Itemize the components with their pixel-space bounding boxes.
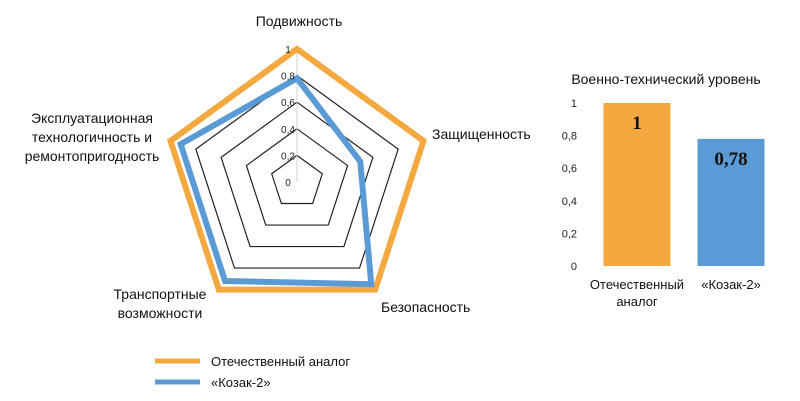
radar-axis-label: Эксплуатационная технологичность и ремонто… (25, 110, 160, 164)
bar-tick-label: 0 (571, 261, 577, 273)
radar-axis-label-line: Безопасность (381, 299, 470, 315)
radar-axis-label: Безопасность (381, 299, 470, 315)
radar-axis-label: Транспортные возможности (114, 286, 207, 321)
bar-value-analog: 1 (632, 113, 642, 134)
radar-tick-label: 0,8 (281, 72, 295, 83)
radar-axis-label: Защищенность (432, 126, 531, 142)
radar-tick-label: 0,6 (281, 98, 295, 109)
bar-tick-label: 1 (571, 98, 577, 110)
radar-tick-label: 1 (285, 45, 291, 56)
bar-category-line: Отечественный (590, 277, 684, 292)
radar-grid-ring (195, 74, 399, 269)
bar-category-analog: Отечественный аналог (590, 277, 684, 309)
radar-tick-label: 0,4 (281, 125, 295, 136)
radar-tick-label: 0,2 (281, 151, 295, 162)
bar-tick-label: 0,6 (562, 163, 577, 175)
radar-legend: Отечественный аналог «Козак-2» (155, 354, 350, 390)
radar-axis-label-line: ремонтопригодность (25, 148, 160, 164)
radar-axis-label-line: возможности (118, 305, 203, 321)
radar-axis-label-line: Транспортные (114, 286, 207, 302)
radar-chart: 0 0,2 0,4 0,6 0,8 1 Подвижность Защищенность Без… (25, 13, 531, 321)
legend-label-kozak: «Козак-2» (211, 375, 271, 390)
radar-series-analog (166, 45, 428, 293)
radar-axis-label-line: Защищенность (432, 126, 531, 142)
bar-kozak (697, 138, 765, 266)
bar-analog (603, 103, 671, 266)
bar-category-line: «Козак-2» (701, 277, 761, 292)
bar-category-line: аналог (616, 294, 658, 309)
bar-tick-label: 0,8 (562, 131, 577, 143)
radar-axis-label-line: Эксплуатационная (31, 110, 153, 126)
radar-axis-label-line: Подвижность (256, 13, 343, 29)
bar-value-kozak: 0,78 (714, 149, 747, 170)
radar-grid-ring (270, 154, 324, 205)
radar-axis-label: Подвижность (256, 13, 343, 29)
legend-label-analog: Отечественный аналог (211, 354, 350, 369)
bar-tick-label: 0,2 (562, 228, 577, 240)
radar-tick-label: 0 (285, 178, 291, 189)
radar-axis-label-line: технологичность и (32, 129, 152, 145)
radar-series-kozak (177, 74, 375, 288)
radar-grid-ring (220, 101, 374, 248)
radar-grid-ring (245, 128, 349, 226)
bar-category-kozak: «Козак-2» (701, 277, 761, 292)
bar-chart-title: Военно-технический уровень (571, 71, 760, 87)
bar-chart: Военно-технический уровень 0 0,2 0,4 0,6 0,8 1… (562, 71, 765, 309)
bar-tick-label: 0,4 (562, 196, 577, 208)
